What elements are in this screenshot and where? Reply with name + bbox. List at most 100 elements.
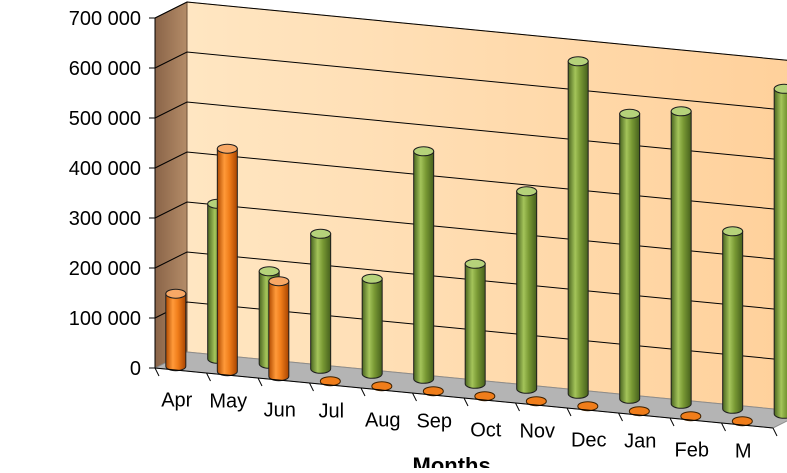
bar — [165, 288, 187, 372]
bar — [319, 376, 341, 387]
bar — [361, 273, 383, 379]
x-tick-label: Apr — [161, 390, 192, 412]
x-tick — [463, 397, 469, 407]
bar — [310, 228, 332, 374]
bar-body — [619, 113, 641, 404]
y-tick-label: 700 000 — [69, 8, 141, 30]
bar — [619, 108, 641, 404]
bar — [268, 276, 290, 382]
bar-top — [567, 56, 589, 67]
bar-zero-disk — [371, 381, 393, 392]
bar — [474, 391, 496, 402]
bar-body — [773, 88, 787, 419]
bar-top — [268, 276, 290, 287]
bar — [516, 186, 538, 394]
bar-zero-disk — [577, 401, 599, 412]
bar-top — [310, 228, 332, 239]
x-tick — [412, 392, 417, 402]
y-tick-label: 400 000 — [69, 158, 141, 180]
x-tick-label: Aug — [365, 410, 401, 432]
x-tick-label: M — [735, 441, 752, 463]
gridline — [154, 251, 787, 311]
bar-zero-disk — [422, 386, 444, 397]
bar — [670, 106, 692, 409]
bar — [680, 411, 702, 422]
bar-body — [165, 293, 187, 372]
bar — [413, 146, 435, 384]
y-tick-label: 100 000 — [69, 308, 141, 330]
x-tick-label: May — [209, 391, 247, 413]
bar-top — [165, 288, 187, 299]
x-tick — [309, 382, 314, 392]
bar-top — [619, 108, 641, 119]
x-tick — [618, 412, 623, 422]
bar-body — [361, 278, 383, 379]
x-tick-label: Feb — [675, 440, 709, 462]
x-tick — [257, 377, 263, 387]
bar — [371, 381, 393, 392]
bar-top — [773, 83, 787, 94]
gridline — [154, 1, 787, 61]
gridline — [154, 201, 787, 261]
x-tick-label: Jul — [318, 401, 344, 423]
x-axis-title: Months — [413, 453, 491, 468]
bar-top — [361, 273, 383, 284]
bar — [422, 386, 444, 397]
gridline — [154, 101, 787, 161]
bar-body — [268, 280, 290, 382]
x-tick-label: Sep — [416, 411, 452, 433]
x-tick-label: Dec — [571, 430, 607, 452]
x-tick — [515, 402, 520, 412]
bar — [464, 258, 486, 389]
x-tick — [154, 367, 160, 377]
bar-zero-disk — [525, 396, 547, 407]
bar-top — [258, 266, 280, 277]
y-tick-label: 0 — [130, 358, 141, 380]
bar — [216, 143, 238, 377]
x-tick — [206, 372, 211, 382]
x-tick-label: Nov — [519, 421, 555, 443]
x-tick — [669, 417, 675, 427]
y-tick-label: 600 000 — [69, 58, 141, 80]
x-tick-label: Jan — [624, 431, 656, 453]
x-tick-label: Oct — [470, 420, 502, 442]
bar — [525, 396, 547, 407]
bar — [628, 406, 650, 417]
bar-body — [413, 150, 435, 384]
gridline — [154, 51, 787, 111]
bar — [773, 83, 787, 419]
bar-top — [722, 226, 744, 237]
y-tick-label: 300 000 — [69, 208, 141, 230]
bar-top — [464, 258, 486, 269]
x-tick-label: Jun — [264, 400, 296, 422]
x-tick — [772, 427, 778, 437]
bar-body — [722, 230, 744, 414]
x-tick — [360, 387, 366, 397]
bar — [722, 226, 744, 414]
bar — [577, 401, 599, 412]
bar-zero-disk — [628, 406, 650, 417]
bar-zero-disk — [731, 416, 753, 427]
y-tick-label: 200 000 — [69, 258, 141, 280]
bar-zero-disk — [474, 391, 496, 402]
bar — [567, 56, 589, 399]
bar-top — [413, 146, 435, 157]
bar-body — [670, 110, 692, 409]
bar-body — [516, 190, 538, 394]
bar-top — [516, 186, 538, 197]
bar-zero-disk — [319, 376, 341, 387]
bar — [731, 416, 753, 427]
x-tick — [721, 422, 726, 432]
gridline — [154, 151, 787, 211]
bar-zero-disk — [680, 411, 702, 422]
y-tick-label: 500 000 — [69, 108, 141, 130]
x-tick — [566, 407, 572, 417]
bar-body — [567, 60, 589, 399]
bar-top — [216, 143, 238, 154]
bar-body — [310, 233, 332, 374]
bar-body — [464, 263, 486, 389]
bar-top — [670, 106, 692, 117]
bar-body — [216, 148, 238, 377]
